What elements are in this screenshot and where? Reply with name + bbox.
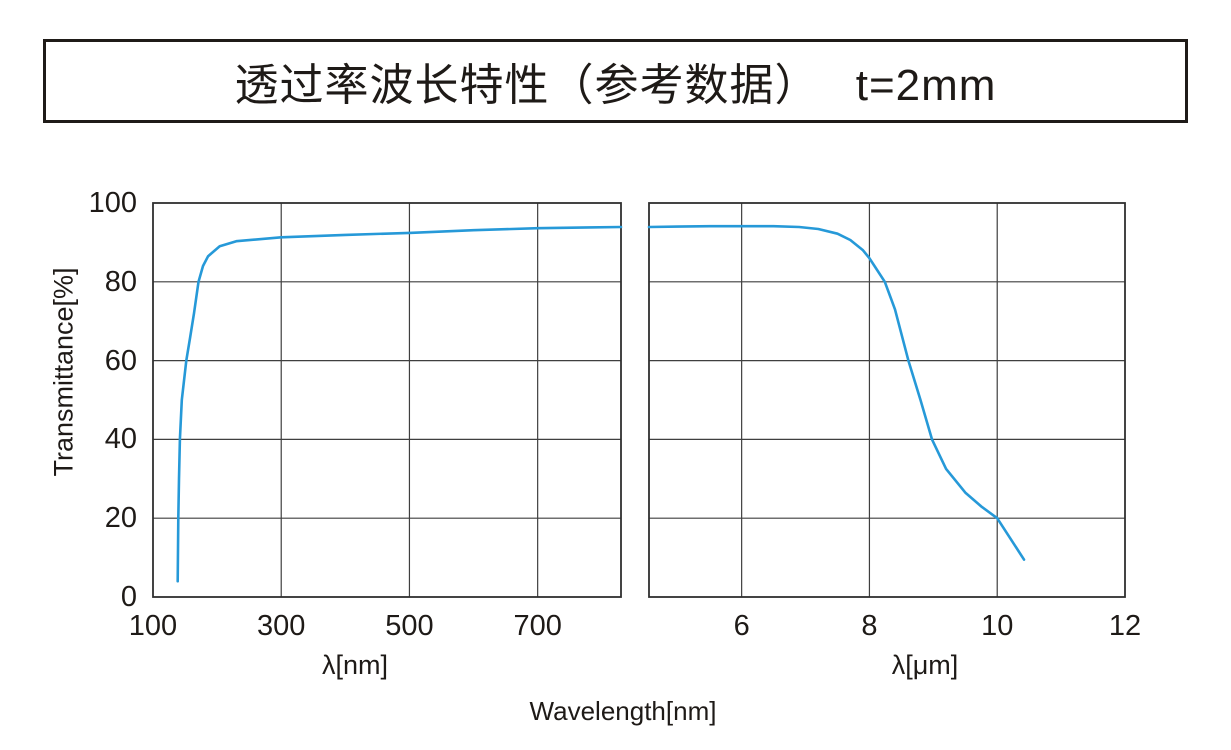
x-axis-label-nm: λ[nm] bbox=[321, 650, 389, 680]
y-tick-label: 0 bbox=[120, 581, 137, 613]
chart-title: 透过率波长特性（参考数据） t=2mm bbox=[234, 61, 997, 110]
y-axis-label: Transmittance[%] bbox=[48, 267, 79, 477]
axis-border bbox=[152, 202, 622, 598]
x-tick-label: 100 bbox=[128, 610, 178, 642]
y-tick-label: 20 bbox=[104, 502, 137, 535]
x-tick-label: 8 bbox=[861, 610, 878, 642]
shared-x-axis-label: Wavelength[nm] bbox=[529, 696, 717, 726]
y-tick-label: 40 bbox=[104, 423, 137, 456]
transmittance-curve bbox=[176, 225, 623, 583]
x-tick-label: 700 bbox=[513, 610, 562, 642]
x-tick-label: 12 bbox=[1108, 610, 1142, 642]
x-axis-label-um: λ[μm] bbox=[891, 650, 959, 680]
x-tick-label: 6 bbox=[733, 610, 750, 642]
transmittance-curve bbox=[647, 224, 1026, 561]
title-box: 透过率波长特性（参考数据） t=2mm bbox=[43, 39, 1188, 123]
x-tick-label: 300 bbox=[257, 610, 306, 642]
y-tick-label: 60 bbox=[104, 344, 137, 377]
y-tick-label: 80 bbox=[104, 265, 137, 298]
x-tick-label: 10 bbox=[981, 610, 1014, 642]
x-tick-label: 500 bbox=[385, 610, 434, 642]
axis-border bbox=[648, 202, 1126, 598]
y-tick-label: 100 bbox=[88, 187, 137, 219]
